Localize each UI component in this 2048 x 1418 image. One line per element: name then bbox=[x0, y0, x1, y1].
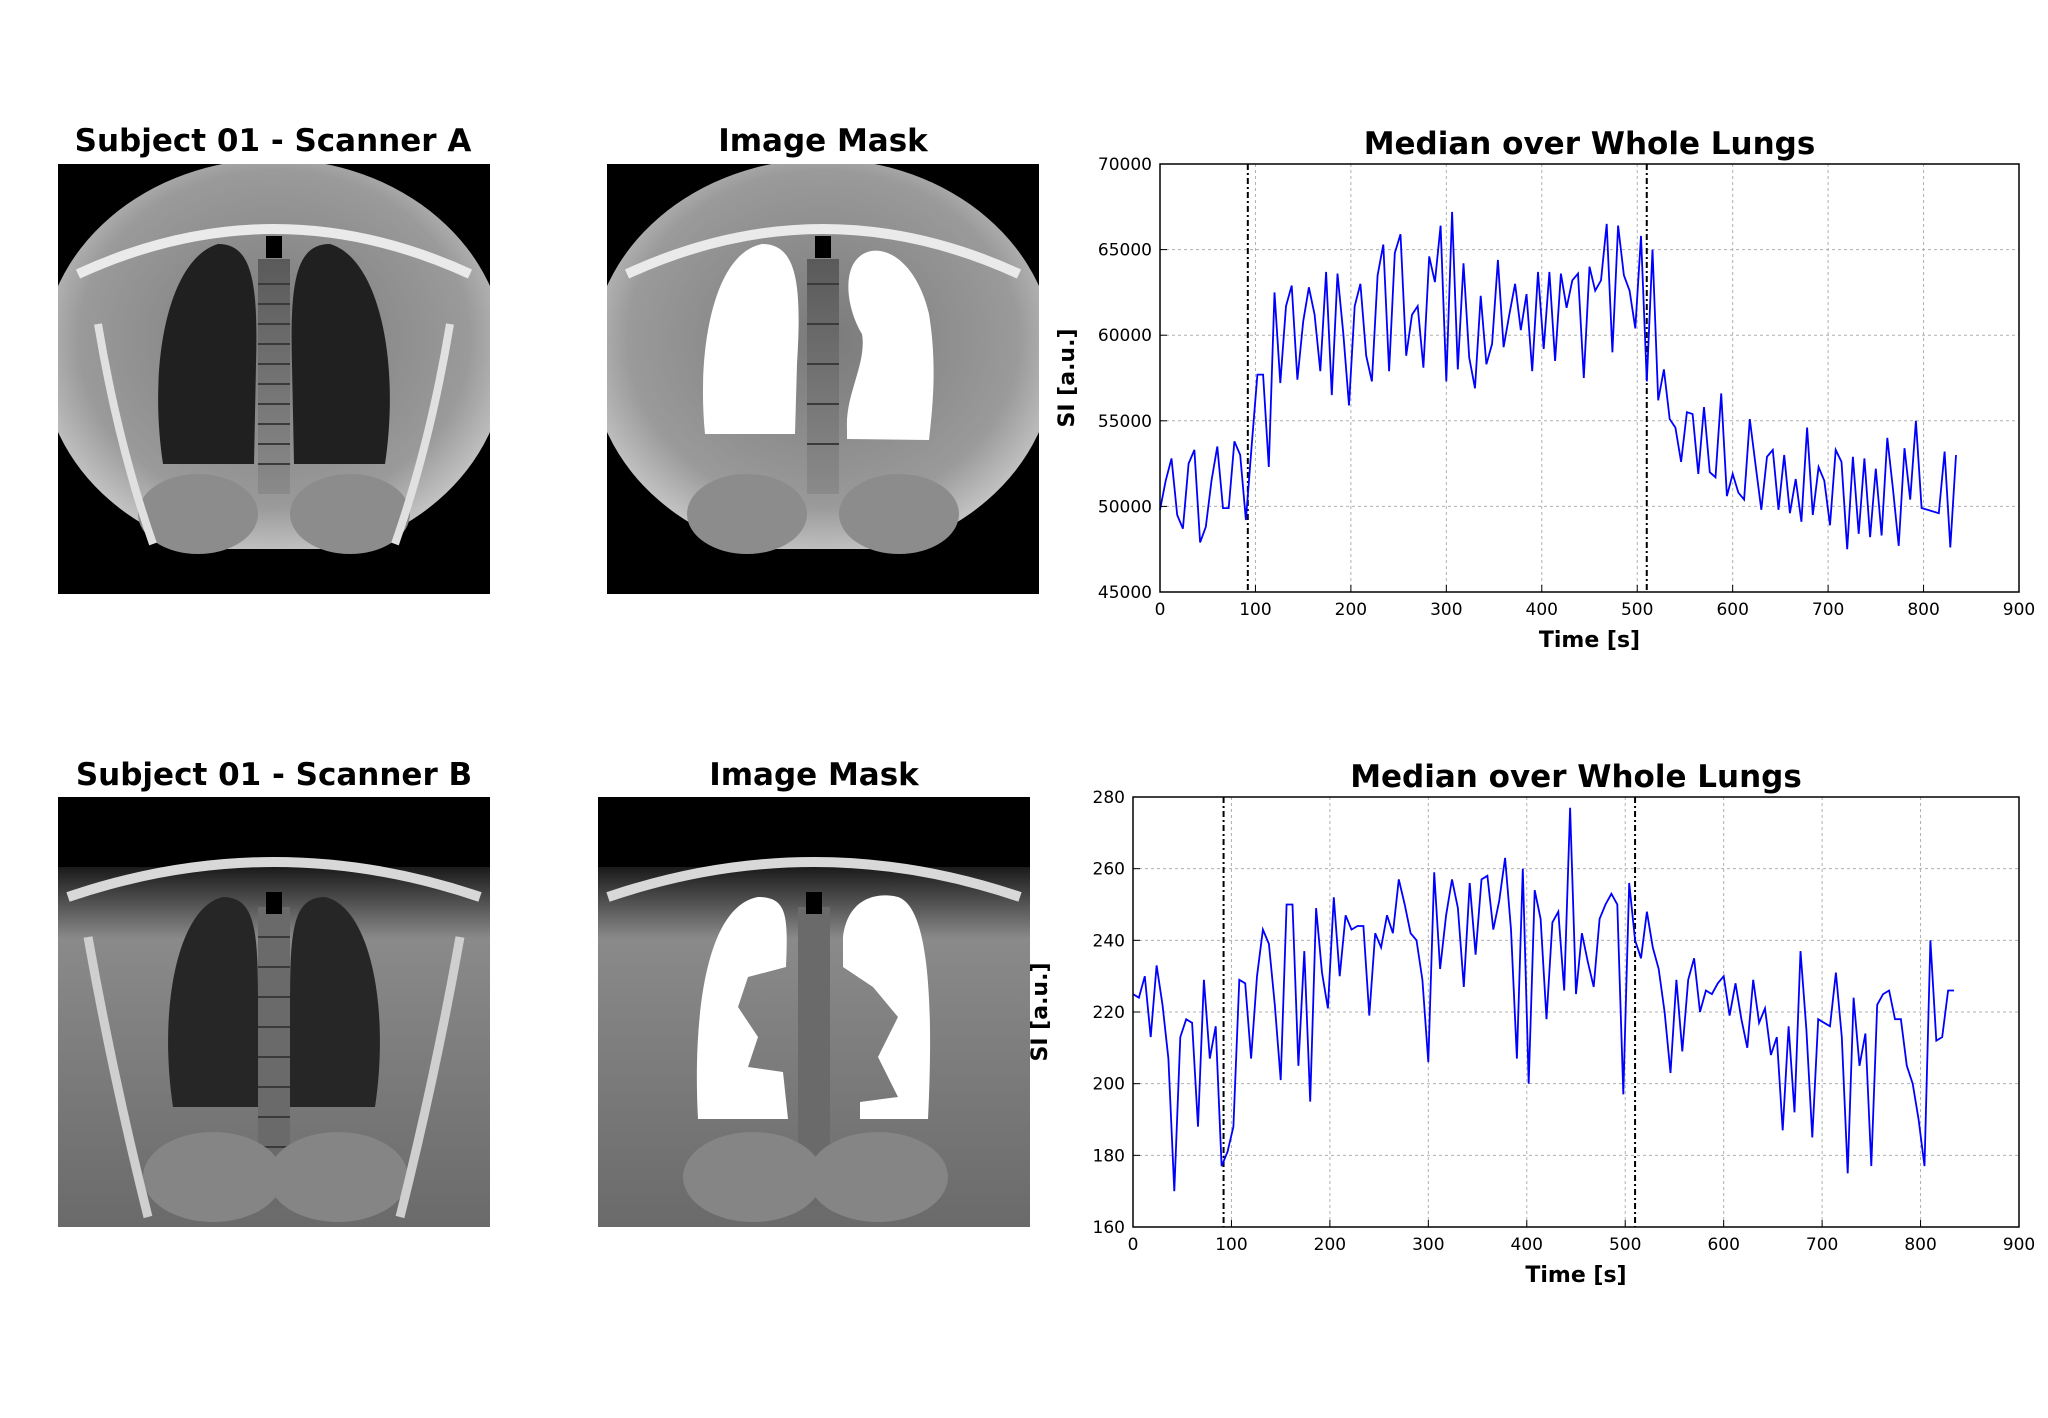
x-tick-label: 200 bbox=[1314, 1235, 1346, 1255]
panel-title-scanner-b: Subject 01 - Scanner B bbox=[75, 757, 473, 793]
series-line bbox=[1132, 807, 1954, 1192]
chart-title: Median over Whole Lungs bbox=[1350, 759, 1802, 795]
y-tick-label: 200 bbox=[1093, 1075, 1125, 1095]
y-tick-label: 55000 bbox=[1098, 412, 1152, 432]
x-tick-label: 600 bbox=[1716, 600, 1748, 620]
y-tick-label: 160 bbox=[1093, 1218, 1125, 1238]
x-tick-label: 500 bbox=[1609, 1235, 1641, 1255]
y-tick-label: 60000 bbox=[1098, 326, 1152, 346]
x-tick-label: 400 bbox=[1511, 1235, 1543, 1255]
x-tick-label: 500 bbox=[1621, 600, 1653, 620]
x-tick-label: 800 bbox=[1904, 1235, 1936, 1255]
mask-image-scanner-a bbox=[607, 164, 1039, 594]
x-tick-label: 200 bbox=[1335, 600, 1367, 620]
plot-frame bbox=[1159, 163, 2020, 593]
x-tick-label: 600 bbox=[1707, 1235, 1739, 1255]
mri-image-scanner-a bbox=[58, 164, 490, 594]
mri-image-scanner-b bbox=[58, 797, 490, 1227]
mask-title-scanner-b: Image Mask bbox=[709, 757, 919, 793]
mask-image-scanner-b bbox=[598, 797, 1030, 1227]
x-tick-label: 0 bbox=[1155, 600, 1166, 620]
x-tick-label: 100 bbox=[1239, 600, 1271, 620]
x-tick-label: 800 bbox=[1907, 600, 1939, 620]
x-tick-label: 100 bbox=[1215, 1235, 1247, 1255]
y-tick-label: 50000 bbox=[1098, 497, 1152, 517]
y-tick-label: 65000 bbox=[1098, 241, 1152, 261]
x-axis-label: Time [s] bbox=[1525, 1263, 1626, 1288]
chart-title: Median over Whole Lungs bbox=[1364, 126, 1816, 162]
y-tick-label: 280 bbox=[1093, 788, 1125, 808]
panel-title-scanner-a: Subject 01 - Scanner A bbox=[74, 123, 472, 159]
y-tick-label: 180 bbox=[1093, 1146, 1125, 1166]
x-tick-label: 700 bbox=[1806, 1235, 1838, 1255]
x-axis-label: Time [s] bbox=[1539, 628, 1640, 653]
x-tick-label: 400 bbox=[1526, 600, 1558, 620]
x-tick-label: 300 bbox=[1430, 600, 1462, 620]
y-tick-label: 220 bbox=[1093, 1003, 1125, 1023]
x-tick-label: 900 bbox=[2003, 1235, 2035, 1255]
x-tick-label: 900 bbox=[2003, 600, 2035, 620]
y-axis-label: SI [a.u.] bbox=[1055, 328, 1080, 427]
plot-frame bbox=[1132, 796, 2020, 1228]
y-tick-label: 240 bbox=[1093, 931, 1125, 951]
x-tick-label: 0 bbox=[1128, 1235, 1139, 1255]
mask-title-scanner-a: Image Mask bbox=[718, 123, 928, 159]
y-tick-label: 260 bbox=[1093, 860, 1125, 880]
y-axis-label: SI [a.u.] bbox=[1028, 962, 1053, 1061]
x-tick-label: 700 bbox=[1812, 600, 1844, 620]
series-line bbox=[1159, 211, 1957, 550]
y-tick-label: 45000 bbox=[1098, 583, 1152, 603]
y-tick-label: 70000 bbox=[1098, 155, 1152, 175]
x-tick-label: 300 bbox=[1412, 1235, 1444, 1255]
